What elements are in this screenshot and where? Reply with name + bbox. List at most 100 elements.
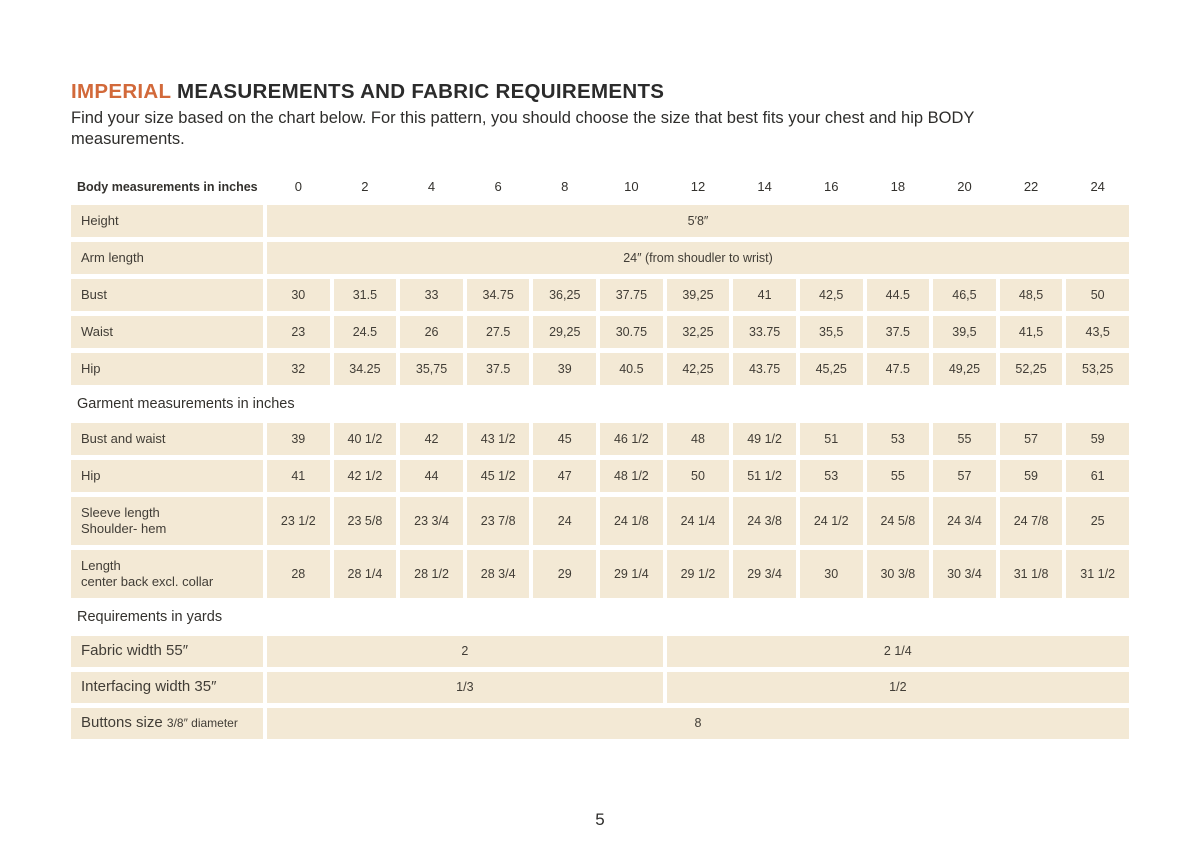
value-cell: 59: [1066, 422, 1129, 455]
value-cell: 24 3/8: [733, 496, 796, 545]
value-cell: 37.5: [466, 352, 530, 385]
value-cell: 39: [533, 352, 597, 385]
value-cell: 43.75: [733, 352, 796, 385]
value-cell: 40.5: [600, 352, 663, 385]
value-cell: 48,5: [999, 278, 1063, 311]
size-column-header: 16: [823, 179, 839, 195]
value-cell: 43,5: [1066, 315, 1129, 348]
table-row: Length center back excl. collar 28 28 1/4 28…: [71, 549, 1129, 598]
value-cell: 32: [267, 352, 330, 385]
span-left-value-cell: 1/3: [267, 671, 663, 703]
value-cell: 30 3/8: [866, 549, 930, 598]
table-row: Arm length 24″ (from shoudler to wrist): [71, 241, 1129, 274]
value-cell: 30.75: [600, 315, 663, 348]
value-cell: 45,25: [799, 352, 863, 385]
value-cell: 57: [933, 459, 996, 492]
value-cell: 36,25: [533, 278, 597, 311]
size-column-header: 24: [1090, 179, 1105, 195]
value-cell: 32,25: [666, 315, 730, 348]
value-cell: 24 5/8: [866, 496, 930, 545]
row-label: Arm length: [81, 250, 263, 266]
value-cell: 31.5: [333, 278, 397, 311]
value-cell: 41: [733, 278, 796, 311]
value-cell: 45 1/2: [466, 459, 530, 492]
size-column-header: 12: [690, 179, 706, 195]
value-cell: 51 1/2: [733, 459, 796, 492]
value-cell: 24: [533, 496, 597, 545]
value-cell: 29: [533, 549, 597, 598]
value-cell: 30 3/4: [933, 549, 996, 598]
value-cell: 37.75: [600, 278, 663, 311]
table-row: Height 5′8″: [71, 204, 1129, 237]
value-cell: 23 7/8: [466, 496, 530, 545]
value-cell: 33.75: [733, 315, 796, 348]
value-cell: 24.5: [333, 315, 397, 348]
value-cell: 29 1/2: [666, 549, 730, 598]
value-cell: 39,25: [666, 278, 730, 311]
span-value-cell: 8: [267, 707, 1129, 739]
size-column-header: 8: [561, 179, 569, 195]
value-cell: 23 5/8: [333, 496, 397, 545]
column-header-label: Body measurements in inches: [77, 179, 258, 194]
value-cell: 30: [799, 549, 863, 598]
row-label-cell: Bust: [71, 278, 263, 311]
value-cell: 24 7/8: [999, 496, 1063, 545]
row-label-cell: Buttons size 3/8″ diameter: [71, 707, 263, 739]
table-row: Fabric width 55″ 2 2 1/4: [71, 635, 1129, 667]
value-cell: 53: [799, 459, 863, 492]
table-row: Interfacing width 35″ 1/3 1/2: [71, 671, 1129, 703]
row-label-small-text: 3/8″ diameter: [166, 716, 238, 730]
document-page: IMPERIAL MEASUREMENTS AND FABRIC REQUIRE…: [71, 80, 1129, 739]
size-column-header: 18: [890, 179, 906, 195]
value-cell: 50: [666, 459, 730, 492]
value-cell: 42: [400, 422, 463, 455]
row-label-line2: Shoulder- hem: [81, 520, 167, 536]
row-label: Fabric width 55″: [81, 642, 263, 661]
table-row: Waist 23 24.5 26 27.5 29,25 30.75 32,25 33.75 35,…: [71, 315, 1129, 348]
value-cell: 42,5: [799, 278, 863, 311]
value-cell: 23 3/4: [400, 496, 463, 545]
row-label: Sleeve length: [81, 505, 263, 521]
row-label-text: Interfacing width 35″: [81, 678, 217, 695]
row-label: Hip: [81, 468, 263, 484]
row-label-text: Bust: [81, 286, 108, 302]
value-cell: 27.5: [466, 315, 530, 348]
value-cell: 34.75: [466, 278, 530, 311]
value-cell: 35,75: [400, 352, 463, 385]
value-cell: 44: [400, 459, 463, 492]
value-cell: 41: [267, 459, 330, 492]
span-value-cell: 5′8″: [267, 204, 1129, 237]
size-column-header: 20: [957, 179, 972, 195]
row-label-cell: Sleeve length Shoulder- hem: [71, 496, 263, 545]
row-label-cell: Arm length: [71, 241, 263, 274]
page-title-highlight: IMPERIAL: [71, 80, 171, 103]
span-right-value-cell: 2 1/4: [666, 635, 1129, 667]
row-label: Length: [81, 558, 263, 574]
row-label-text: Height: [81, 212, 119, 228]
value-cell: 34.25: [333, 352, 397, 385]
value-cell: 61: [1066, 459, 1129, 492]
value-cell: 48 1/2: [600, 459, 663, 492]
size-column-header: 6: [494, 179, 502, 195]
value-cell: 31 1/2: [1066, 549, 1129, 598]
value-cell: 46 1/2: [600, 422, 663, 455]
size-column-header: 0: [294, 179, 302, 195]
row-label-text: Bust and waist: [81, 430, 166, 446]
value-cell: 51: [799, 422, 863, 455]
row-label-text: Length: [81, 557, 121, 573]
value-cell: 28: [267, 549, 330, 598]
value-cell: 28 3/4: [466, 549, 530, 598]
garment-section-label: Garment measurements in inches: [77, 395, 295, 412]
value-cell: 44.5: [866, 278, 930, 311]
value-cell: 49,25: [933, 352, 996, 385]
span-right-value-cell: 1/2: [666, 671, 1129, 703]
value-cell: 43 1/2: [466, 422, 530, 455]
value-cell: 24 1/4: [666, 496, 730, 545]
value-cell: 29 1/4: [600, 549, 663, 598]
value-cell: 48: [666, 422, 730, 455]
table-header-row: Body measurements in inches 0 2 4 6 8 10 12 14 16…: [71, 175, 1129, 199]
value-cell: 40 1/2: [333, 422, 397, 455]
value-cell: 41,5: [999, 315, 1063, 348]
row-label-text: Sleeve length: [81, 504, 160, 520]
row-label: Buttons size 3/8″ diameter: [81, 714, 263, 733]
